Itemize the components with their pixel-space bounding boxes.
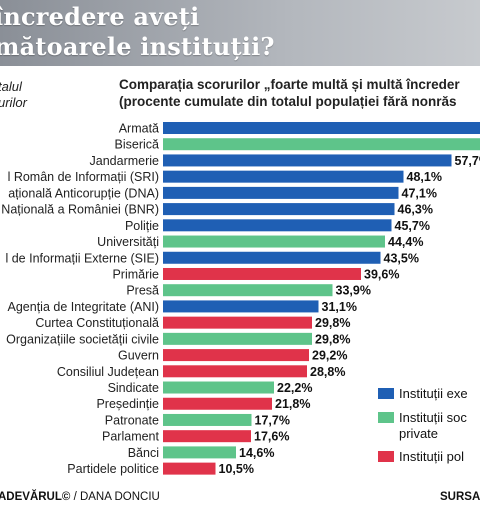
bar-15 [163,365,307,378]
value-label-14: 29,2% [312,349,347,363]
category-label-8: l de Informații Externe (SIE) [5,251,159,265]
title-line-2: mătoarele instituții? [0,32,275,61]
bar-18 [163,413,252,426]
category-label-13: Organizațiile societății civile [6,332,159,346]
value-label-10: 33,9% [336,284,371,298]
side-caption-line-1: talul [0,79,22,94]
bar-9 [163,267,361,280]
bar-16 [163,381,274,394]
category-label-4: ațională Anticorupție (DNA) [8,186,159,200]
legend-label-civil-line-2: private [399,426,439,441]
legend-label-political: Instituții pol [399,449,465,464]
category-label-7: Universități [97,235,159,249]
bar-7 [163,235,385,248]
category-label-21: Partidele politice [67,462,159,476]
category-label-0: Armată [119,122,159,136]
bar-1 [163,138,480,151]
bar-5 [163,203,395,216]
category-label-9: Primărie [112,267,159,281]
category-label-11: Agenția de Integritate (ANI) [8,300,159,314]
legend-label-civil: Instituții soc [399,410,467,425]
category-label-19: Parlament [102,430,159,444]
category-label-2: Jandarmerie [90,154,160,168]
value-label-20: 14,6% [239,446,274,460]
legend-swatch-civil [378,412,394,423]
bar-3 [163,170,404,183]
value-label-16: 22,2% [277,381,312,395]
chart-title: Comparația scorurilor „foarte multă și m… [119,77,460,92]
category-label-16: Sindicate [108,381,159,395]
legend-swatch-executive [378,388,394,399]
value-label-6: 45,7% [395,219,430,233]
footer-author: / DANA DONCIU [70,491,160,503]
value-label-17: 21,8% [275,397,310,411]
category-label-10: Presă [126,284,159,298]
bar-8 [163,251,381,264]
category-label-17: Președinție [96,397,159,411]
value-label-13: 29,8% [315,332,350,346]
bar-21 [163,462,216,475]
bar-6 [163,219,392,232]
bar-14 [163,349,309,362]
category-label-5: Națională a României (BNR) [1,203,159,217]
footer-brand: ADEVĂRUL© [0,491,71,503]
bar-4 [163,186,399,199]
bar-19 [163,430,251,443]
title-line-1: încredere aveți [0,2,200,31]
bar-20 [163,446,236,459]
value-label-21: 10,5% [219,462,254,476]
category-label-1: Biserică [115,138,160,152]
bar-10 [163,284,333,297]
category-label-3: l Român de Informații (SRI) [8,170,159,184]
category-label-6: Poliție [125,219,159,233]
value-label-8: 43,5% [384,251,419,265]
bar-2 [163,154,452,167]
bar-12 [163,316,312,329]
side-caption-line-2: urilor [0,95,27,110]
category-label-12: Curtea Constituțională [35,316,159,330]
bar-0 [163,122,480,134]
value-label-19: 17,6% [254,430,289,444]
chart-subtitle: (procente cumulate din totalul populație… [119,94,457,109]
legend-swatch-political [378,451,394,462]
value-label-18: 17,7% [255,413,290,427]
bar-11 [163,300,319,313]
value-label-9: 39,6% [364,267,399,281]
category-label-20: Bănci [128,446,159,460]
footer-source: SURSA [440,491,480,503]
bar-13 [163,332,312,345]
value-label-7: 44,4% [388,235,423,249]
value-label-15: 28,8% [310,365,345,379]
value-label-11: 31,1% [322,300,357,314]
value-label-2: 57,7% [455,154,480,168]
category-label-18: Patronate [105,413,159,427]
legend-label-executive: Instituții exe [399,386,468,401]
value-label-4: 47,1% [402,186,437,200]
category-label-14: Guvern [118,349,159,363]
bar-17 [163,397,272,410]
value-label-3: 48,1% [407,170,442,184]
value-label-5: 46,3% [398,203,433,217]
category-label-15: Consiliul Județean [57,365,159,379]
footer-credit: ADEVĂRUL© / DANA DONCIU [0,491,160,503]
header-banner: încredere aveți mătoarele instituții? [0,0,480,66]
value-label-12: 29,8% [315,316,350,330]
